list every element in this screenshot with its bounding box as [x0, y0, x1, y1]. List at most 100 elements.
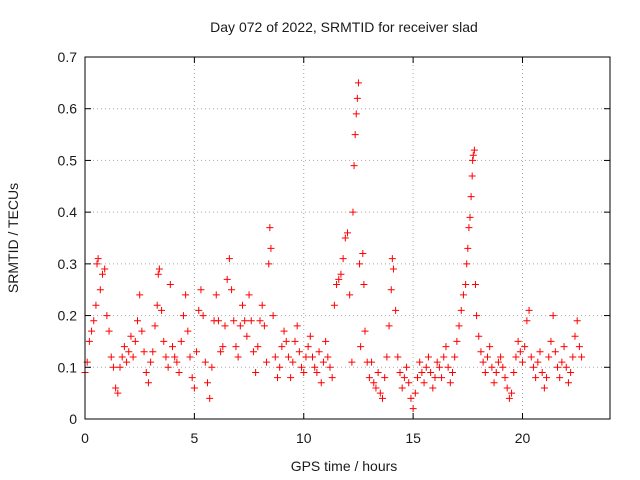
data-point	[471, 281, 479, 289]
y-tick-label: 0	[69, 411, 77, 427]
data-point	[416, 358, 424, 366]
data-point	[398, 384, 406, 392]
data-point	[503, 384, 511, 392]
data-point	[249, 348, 257, 356]
data-point	[304, 343, 312, 351]
data-point	[94, 255, 102, 263]
data-point	[311, 363, 319, 371]
data-point	[418, 368, 426, 376]
data-point	[344, 229, 351, 237]
data-point	[232, 343, 240, 351]
data-point	[422, 363, 430, 371]
data-point	[463, 260, 471, 268]
data-point	[289, 358, 297, 366]
data-point	[247, 317, 255, 325]
data-point	[573, 317, 581, 325]
y-tick-label: 0.5	[58, 152, 78, 168]
data-point	[562, 363, 570, 371]
data-point	[525, 306, 533, 314]
data-point	[300, 368, 308, 376]
data-point	[276, 363, 284, 371]
data-point	[405, 379, 413, 387]
data-point	[554, 363, 561, 371]
data-point	[243, 332, 251, 340]
data-point	[372, 384, 380, 392]
data-point	[349, 208, 357, 216]
data-point	[545, 353, 553, 361]
data-point	[427, 368, 435, 376]
data-point	[411, 389, 419, 397]
data-point	[357, 343, 365, 351]
data-point	[241, 317, 249, 325]
data-point	[120, 343, 128, 351]
data-point	[396, 368, 404, 376]
data-point	[346, 291, 354, 299]
data-point	[136, 291, 144, 299]
data-point	[295, 348, 303, 356]
data-point	[282, 337, 290, 345]
data-point	[306, 332, 314, 340]
data-point	[379, 394, 386, 402]
data-point	[466, 213, 474, 221]
data-point	[225, 255, 233, 263]
data-point	[431, 374, 439, 382]
data-point	[424, 353, 432, 361]
data-point	[188, 374, 196, 382]
data-point	[469, 156, 477, 164]
data-point	[258, 301, 266, 309]
data-point	[392, 306, 400, 314]
data-point	[234, 353, 242, 361]
data-point	[260, 322, 268, 330]
data-point	[429, 384, 437, 392]
data-point	[131, 337, 139, 345]
data-point	[158, 306, 166, 314]
data-point	[85, 337, 93, 345]
data-point	[477, 348, 485, 356]
data-point	[356, 260, 364, 268]
data-point	[206, 394, 214, 402]
data-point	[280, 327, 288, 335]
data-point	[99, 270, 106, 278]
y-axis-label: SRMTID / TECUs	[5, 183, 21, 293]
data-point	[265, 260, 273, 268]
data-point	[254, 343, 262, 351]
data-point	[177, 337, 185, 345]
data-point	[337, 270, 345, 278]
data-point	[291, 337, 299, 345]
data-point	[335, 275, 343, 283]
data-point	[164, 363, 172, 371]
data-point	[444, 363, 452, 371]
data-point	[394, 353, 402, 361]
data-point	[114, 389, 122, 397]
data-point	[467, 193, 475, 201]
data-point	[352, 110, 360, 118]
data-point	[368, 358, 376, 366]
data-point	[540, 384, 548, 392]
data-point	[381, 374, 389, 382]
data-point	[536, 348, 544, 356]
data-point	[309, 353, 316, 361]
data-point	[169, 343, 176, 351]
data-point	[236, 322, 244, 330]
data-point	[123, 358, 131, 366]
data-point	[453, 337, 461, 345]
data-point	[527, 353, 535, 361]
data-point	[543, 374, 551, 382]
data-point	[486, 343, 494, 351]
data-point	[160, 337, 168, 345]
data-point	[442, 343, 450, 351]
grid-lines	[85, 57, 610, 419]
data-point	[459, 291, 467, 299]
data-point	[464, 244, 472, 252]
data-point	[501, 374, 509, 382]
data-point	[324, 353, 332, 361]
data-point	[267, 244, 275, 252]
data-point	[475, 332, 483, 340]
data-point	[175, 368, 183, 376]
data-point	[144, 379, 152, 387]
y-tick-label: 0.7	[58, 49, 78, 65]
x-tick-label: 15	[405, 430, 421, 446]
data-point	[179, 312, 187, 320]
data-point	[549, 312, 557, 320]
data-point	[435, 363, 443, 371]
